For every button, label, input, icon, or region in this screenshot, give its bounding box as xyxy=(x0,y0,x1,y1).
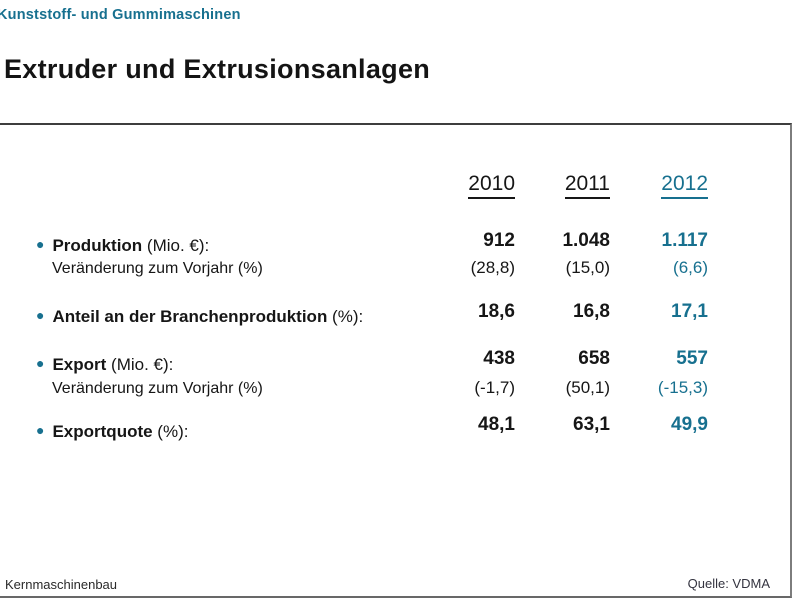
table-cell: (28,8) xyxy=(470,258,515,277)
bullet-icon: ● xyxy=(36,355,45,371)
table-cell: 1.048 xyxy=(562,230,610,251)
row-label-export: ● Export (Mio. €): xyxy=(36,355,174,374)
table-cell: 49,9 xyxy=(671,414,708,435)
year-header-2011: 2011 xyxy=(498,172,610,199)
table-cell: 17,1 xyxy=(671,301,708,322)
table-cell: (15,0) xyxy=(565,258,610,277)
row-sublabel-veraenderung-produktion: Veränderung zum Vorjahr (%) xyxy=(52,260,263,277)
page-title: Extruder und Extrusionsanlagen xyxy=(4,54,431,84)
row-label-exportquote: ● Exportquote (%): xyxy=(36,422,189,441)
content-frame xyxy=(0,123,792,598)
table-cell: (-1,7) xyxy=(474,378,515,397)
footer-source-label: Quelle: VDMA xyxy=(687,576,770,591)
table-cell: (-15,3) xyxy=(657,378,708,397)
row-sublabel-veraenderung-export: Veränderung zum Vorjahr (%) xyxy=(52,380,263,397)
table-cell: 63,1 xyxy=(573,414,610,435)
footer-section-label: Kernmaschinenbau xyxy=(5,577,118,592)
bullet-icon: ● xyxy=(36,422,45,438)
year-header-2012: 2012 xyxy=(596,172,708,199)
bullet-icon: ● xyxy=(36,236,45,252)
table-cell: 438 xyxy=(483,348,515,369)
table-cell: (50,1) xyxy=(565,378,610,397)
table-cell: (6,6) xyxy=(673,258,708,277)
year-header-2010: 2010 xyxy=(403,172,515,199)
row-label-anteil: ● Anteil an der Branchenproduktion (%): xyxy=(36,307,364,326)
table-cell: 912 xyxy=(483,230,515,251)
table-cell: 16,8 xyxy=(573,301,610,322)
table-cell: 658 xyxy=(578,348,610,369)
bullet-icon: ● xyxy=(36,307,45,323)
table-cell: 1.117 xyxy=(661,230,709,251)
category-label: Kunststoff- und Gummimaschinen xyxy=(0,7,241,23)
table-cell: 557 xyxy=(676,348,708,369)
table-cell: 48,1 xyxy=(478,414,515,435)
table-cell: 18,6 xyxy=(478,301,515,322)
row-label-produktion: ● Produktion (Mio. €): xyxy=(36,236,210,255)
